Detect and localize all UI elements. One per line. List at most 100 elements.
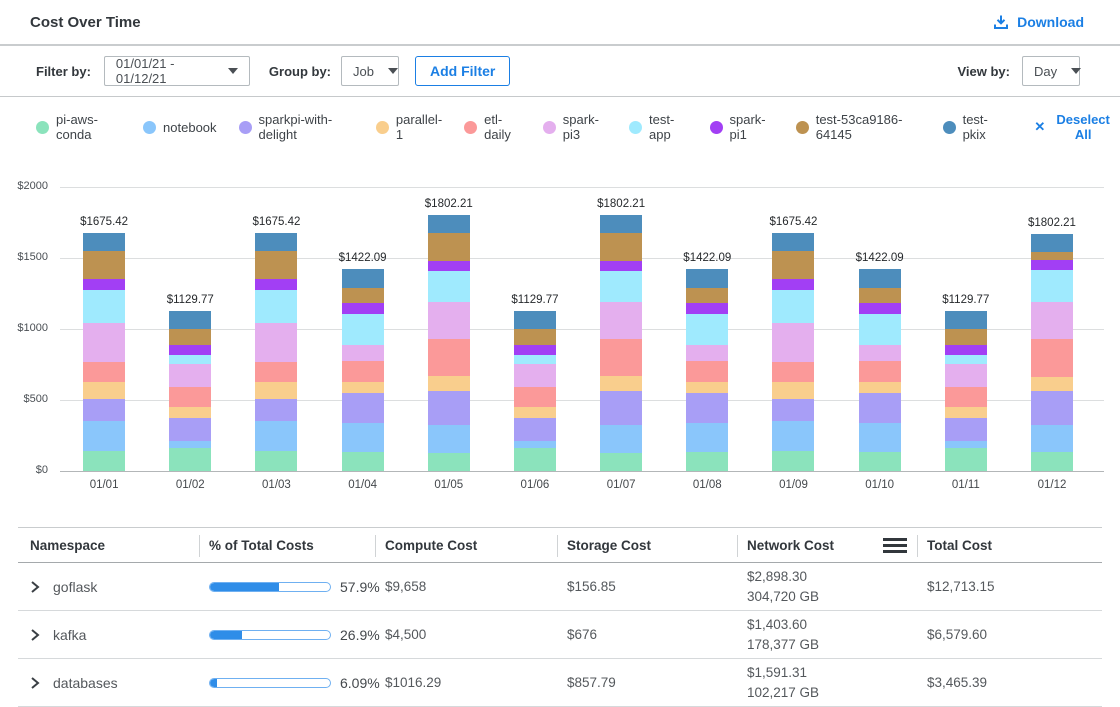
bar-segment-pi-aws-conda — [514, 448, 556, 471]
legend-item-notebook[interactable]: notebook — [143, 120, 217, 135]
bar-segment-test-53ca9186-64145 — [1031, 252, 1073, 260]
compute-cost-cell: $1016.29 — [375, 675, 557, 690]
bar-segment-spark-pi3 — [83, 323, 125, 363]
bar-segment-test-app — [859, 314, 901, 345]
deselect-all-button[interactable]: ✕ Deselect All — [1028, 111, 1120, 143]
bar-segment-notebook — [342, 423, 384, 452]
bar-segment-spark-pi1 — [600, 261, 642, 272]
column-header-storage-cost: Storage Cost — [557, 528, 737, 562]
column-header-compute-cost: Compute Cost — [375, 528, 557, 562]
bar-column-01/12: $1802.21 — [1009, 187, 1095, 471]
table-row-databases[interactable]: databases6.09%$1016.29$857.79$1,591.3110… — [18, 659, 1102, 707]
bar-segment-test-app — [83, 290, 125, 323]
group-by-label: Group by: — [269, 64, 331, 79]
legend-item-spark-pi1[interactable]: spark-pi1 — [710, 112, 774, 142]
namespace-cell[interactable]: databases — [18, 675, 199, 691]
x-axis-labels: 01/0101/0201/0301/0401/0501/0601/0701/08… — [61, 479, 1095, 491]
bar-segment-spark-pi1 — [1031, 260, 1073, 270]
download-button[interactable]: Download — [987, 13, 1090, 31]
network-gb-value: 304,720 GB — [747, 587, 917, 607]
percent-progress-bar — [209, 678, 331, 688]
bar-segment-spark-pi1 — [169, 345, 211, 356]
bar-segment-pi-aws-conda — [772, 451, 814, 471]
bar-segment-spark-pi3 — [859, 345, 901, 361]
bar-segment-pi-aws-conda — [945, 448, 987, 471]
chart-legend: pi-aws-conda notebook sparkpi-with-delight… — [0, 97, 1120, 155]
bar-segment-test-53ca9186-64145 — [428, 233, 470, 261]
legend-item-test-pkix[interactable]: test-pkix — [943, 112, 1003, 142]
bar-segment-parallel-1 — [686, 382, 728, 393]
bar-segment-etl-daily — [342, 361, 384, 382]
percent-progress-bar — [209, 582, 331, 592]
bar-segment-sparkpi-with-delight — [428, 391, 470, 424]
page-title: Cost Over Time — [30, 14, 141, 31]
group-by-select[interactable]: Job — [341, 56, 399, 86]
y-axis-tick-label: $0 — [0, 464, 48, 476]
date-range-select[interactable]: 01/01/21 - 01/12/21 — [104, 56, 250, 86]
legend-item-label: etl-daily — [484, 112, 521, 142]
expand-chevron-icon[interactable] — [30, 581, 40, 593]
bar-column-01/09: $1675.42 — [750, 187, 836, 471]
bar-segment-test-pkix — [859, 269, 901, 288]
table-row-kafka[interactable]: kafka26.9%$4,500$676$1,403.60178,377 GB$… — [18, 611, 1102, 659]
legend-item-pi-aws-conda[interactable]: pi-aws-conda — [36, 112, 121, 142]
bar-segment-etl-daily — [772, 362, 814, 382]
namespace-cell[interactable]: kafka — [18, 627, 199, 643]
add-filter-button[interactable]: Add Filter — [415, 56, 510, 86]
x-axis-tick-label: 01/03 — [233, 479, 319, 491]
total-cost-cell: $12,713.15 — [917, 579, 1102, 594]
x-axis-tick-label: 01/02 — [147, 479, 233, 491]
group-by-value: Job — [353, 64, 374, 79]
bar-segment-spark-pi1 — [342, 303, 384, 314]
expand-chevron-icon[interactable] — [30, 629, 40, 641]
x-axis-tick-label: 01/01 — [61, 479, 147, 491]
bar-segment-notebook — [600, 425, 642, 453]
gridline — [60, 471, 1104, 472]
bar-segment-test-pkix — [255, 233, 297, 251]
stacked-bar — [169, 311, 211, 471]
bar-segment-notebook — [514, 441, 556, 448]
namespace-cell[interactable]: goflask — [18, 579, 199, 595]
stacked-bar — [428, 215, 470, 471]
date-range-value: 01/01/21 - 01/12/21 — [116, 56, 214, 86]
column-menu-icon[interactable] — [883, 538, 907, 556]
bar-segment-pi-aws-conda — [255, 451, 297, 471]
bar-segment-spark-pi3 — [428, 302, 470, 340]
bar-segment-sparkpi-with-delight — [255, 399, 297, 421]
bar-total-label: $1802.21 — [597, 198, 645, 210]
bar-segment-notebook — [169, 441, 211, 448]
bar-segment-etl-daily — [600, 339, 642, 376]
bar-segment-spark-pi1 — [945, 345, 987, 356]
bar-segment-parallel-1 — [255, 382, 297, 398]
bar-segment-notebook — [83, 421, 125, 451]
bar-segment-pi-aws-conda — [859, 452, 901, 471]
bar-segment-test-pkix — [686, 269, 728, 288]
bar-column-01/01: $1675.42 — [61, 187, 147, 471]
bar-segment-test-53ca9186-64145 — [945, 329, 987, 344]
legend-item-etl-daily[interactable]: etl-daily — [464, 112, 521, 142]
bar-column-01/11: $1129.77 — [923, 187, 1009, 471]
stacked-bar — [600, 215, 642, 471]
compute-cost-cell: $9,658 — [375, 579, 557, 594]
bar-segment-test-app — [600, 271, 642, 301]
view-by-select[interactable]: Day — [1022, 56, 1080, 86]
table-row-goflask[interactable]: goflask57.9%$9,658$156.85$2,898.30304,72… — [18, 563, 1102, 611]
legend-item-test-53ca9186-64145[interactable]: test-53ca9186-64145 — [796, 112, 921, 142]
bar-segment-test-53ca9186-64145 — [772, 251, 814, 279]
download-label: Download — [1017, 14, 1084, 30]
bar-segment-parallel-1 — [859, 382, 901, 393]
bar-total-label: $1675.42 — [80, 216, 128, 228]
legend-item-parallel-1[interactable]: parallel-1 — [376, 112, 442, 142]
bar-segment-etl-daily — [428, 339, 470, 376]
legend-item-label: notebook — [163, 120, 217, 135]
bar-segment-sparkpi-with-delight — [514, 418, 556, 440]
bar-total-label: $1422.09 — [339, 252, 387, 264]
legend-item-spark-pi3[interactable]: spark-pi3 — [543, 112, 607, 142]
download-icon — [993, 14, 1009, 30]
percent-cell: 57.9% — [199, 579, 375, 595]
bar-segment-notebook — [945, 441, 987, 448]
bar-segment-test-pkix — [772, 233, 814, 251]
legend-item-sparkpi-with-delight[interactable]: sparkpi-with-delight — [239, 112, 354, 142]
bar-total-label: $1422.09 — [856, 252, 904, 264]
legend-item-test-app[interactable]: test-app — [629, 112, 688, 142]
